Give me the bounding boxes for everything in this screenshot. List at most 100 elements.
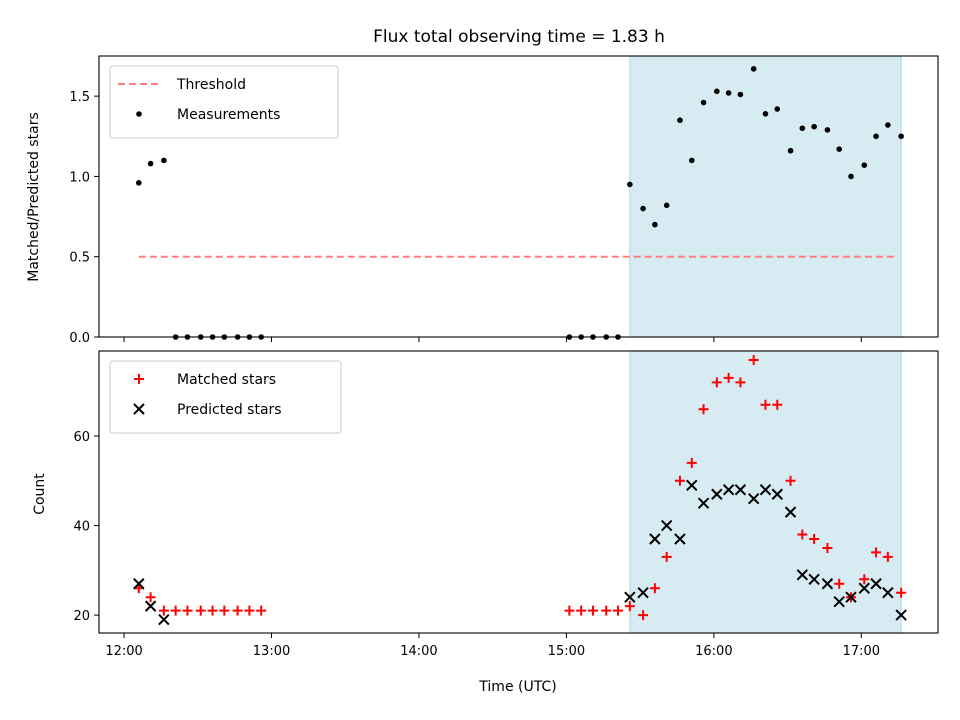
bottom-series-1-point-4 <box>637 587 649 599</box>
top-series-0-point-21 <box>688 157 695 164</box>
top-series-0-point-36 <box>873 133 879 140</box>
top-series-0-point-20 <box>677 117 683 124</box>
bottom-series-0-point-19 <box>661 551 672 562</box>
bottom-series-1-point-2 <box>158 613 170 626</box>
bottom-series-0-point-16 <box>624 601 635 612</box>
bottom-series-0-point-21 <box>686 457 697 468</box>
top-legend-label-1: Measurements <box>177 107 280 123</box>
top-series-0-point-34 <box>848 173 854 180</box>
bottom-series-1-point-13 <box>747 493 760 505</box>
top-series-0-point-25 <box>737 91 744 98</box>
bottom-series-0-point-14 <box>601 605 612 616</box>
bottom-series-0-point-15 <box>613 605 624 616</box>
bottom-series-0-point-29 <box>785 475 796 486</box>
top-legend-marker-1 <box>136 111 142 117</box>
top-legend-label-0: Threshold <box>176 77 246 93</box>
bottom-legend-label-0: Matched stars <box>177 372 276 388</box>
top-series-0-point-27 <box>762 111 769 117</box>
bottom-series-0-point-30 <box>797 529 808 540</box>
top-series-0-point-16 <box>627 181 633 188</box>
bottom-series-0-point-37 <box>882 551 893 562</box>
bottom-series-0-point-2 <box>158 605 169 616</box>
bottom-y-tick-label-0: 20 <box>73 609 90 624</box>
bottom-series-1-point-8 <box>686 479 698 491</box>
top-series-0-point-0 <box>136 180 142 186</box>
bottom-series-0-point-24 <box>723 372 734 383</box>
top-series-0-point-2 <box>161 157 167 164</box>
bottom-y-tick-label-2: 60 <box>73 430 90 445</box>
bottom-series-1-point-14 <box>759 484 772 496</box>
bottom-series-0-point-5 <box>195 605 206 616</box>
top-y-tick-label-3: 1.5 <box>69 90 90 105</box>
bottom-series-1-point-15 <box>771 488 783 500</box>
bottom-series-0-point-1 <box>145 592 156 603</box>
bottom-y-axis-label: Count <box>32 473 48 515</box>
x-axis-label: Time (UTC) <box>478 679 556 695</box>
bottom-series-0-point-25 <box>735 377 746 388</box>
bottom-series-0-point-38 <box>896 587 907 598</box>
bottom-series-0-point-12 <box>576 605 587 616</box>
top-series-0-point-22 <box>700 99 707 106</box>
bottom-series-0-point-10 <box>256 605 267 616</box>
bottom-series-1-point-19 <box>821 578 834 590</box>
bottom-series-0-point-33 <box>834 578 845 589</box>
bottom-series-1-point-24 <box>882 587 894 599</box>
bottom-series-0-point-7 <box>219 605 230 616</box>
bottom-series-1-point-20 <box>833 595 845 608</box>
bottom-series-0-point-31 <box>809 534 820 544</box>
bottom-series-1-point-11 <box>722 484 735 496</box>
bottom-legend-label-1: Predicted stars <box>177 402 282 418</box>
bottom-series-1-point-3 <box>624 591 636 603</box>
bottom-plot-frame <box>98 350 939 634</box>
bottom-series-0-point-20 <box>674 475 685 486</box>
top-series-0-point-29 <box>787 147 794 154</box>
top-legend: Threshold Measurements <box>109 65 339 139</box>
top-y-axis-label: Matched/Predicted stars <box>26 112 42 282</box>
bottom-series-1-point-17 <box>796 569 809 581</box>
bottom-legend-marker-1 <box>133 403 145 415</box>
top-series-0-point-28 <box>774 106 781 112</box>
x-tick-label-4: 16:00 <box>695 644 732 659</box>
x-tick-label-2: 14:00 <box>400 644 437 659</box>
top-series-0-point-19 <box>663 202 670 209</box>
top-series-0-point-33 <box>836 146 843 152</box>
x-tick-label-1: 13:00 <box>253 644 290 659</box>
top-series-0-point-17 <box>640 205 646 212</box>
top-panel: 0.0 0.5 1.0 1.5 Threshold Measurements <box>69 55 939 346</box>
bottom-series-1-point-21 <box>845 591 857 603</box>
bottom-series-1-point-18 <box>808 573 820 585</box>
bottom-series-0-point-9 <box>244 605 255 616</box>
bottom-panel: 20 40 60 12:00 13:00 14:00 15:00 16:00 17:00 Matc… <box>73 350 939 659</box>
bottom-series-0-point-36 <box>871 547 882 558</box>
bottom-legend: Matched stars Predicted stars <box>109 360 342 434</box>
bottom-series-1-point-23 <box>870 578 882 590</box>
top-series-0-point-18 <box>652 221 658 228</box>
bottom-series-1-point-12 <box>734 484 747 496</box>
top-series-0-point-23 <box>714 88 720 95</box>
bottom-series-0-point-6 <box>207 605 218 616</box>
bottom-series-1-point-25 <box>895 609 907 621</box>
bottom-series-0-point-27 <box>760 399 771 410</box>
top-plot-frame <box>98 55 939 338</box>
top-highlight-span <box>629 55 902 338</box>
top-series-0-point-32 <box>824 127 831 133</box>
top-y-tick-label-2: 1.0 <box>69 170 90 185</box>
top-series-0-point-1 <box>147 160 154 167</box>
chart-title: Flux total observing time = 1.83 h <box>373 27 665 47</box>
bottom-series-1-point-6 <box>660 519 673 532</box>
bottom-series-0-point-22 <box>698 404 709 415</box>
bottom-legend-marker-0 <box>134 374 144 384</box>
bottom-series-1-point-5 <box>649 533 661 545</box>
bottom-legend-box <box>109 360 342 434</box>
bottom-series-0-point-4 <box>182 605 193 616</box>
bottom-series-0-point-18 <box>649 583 660 594</box>
bottom-series-0-point-13 <box>587 605 598 616</box>
bottom-series-1-point-9 <box>697 497 710 509</box>
bottom-series-0-point-32 <box>822 542 833 553</box>
top-series-0-point-31 <box>811 123 817 130</box>
top-series-0-point-35 <box>861 162 868 168</box>
bottom-series-1-point-10 <box>711 488 723 500</box>
bottom-highlight-span <box>629 350 902 634</box>
top-series-0-point-26 <box>750 66 757 72</box>
